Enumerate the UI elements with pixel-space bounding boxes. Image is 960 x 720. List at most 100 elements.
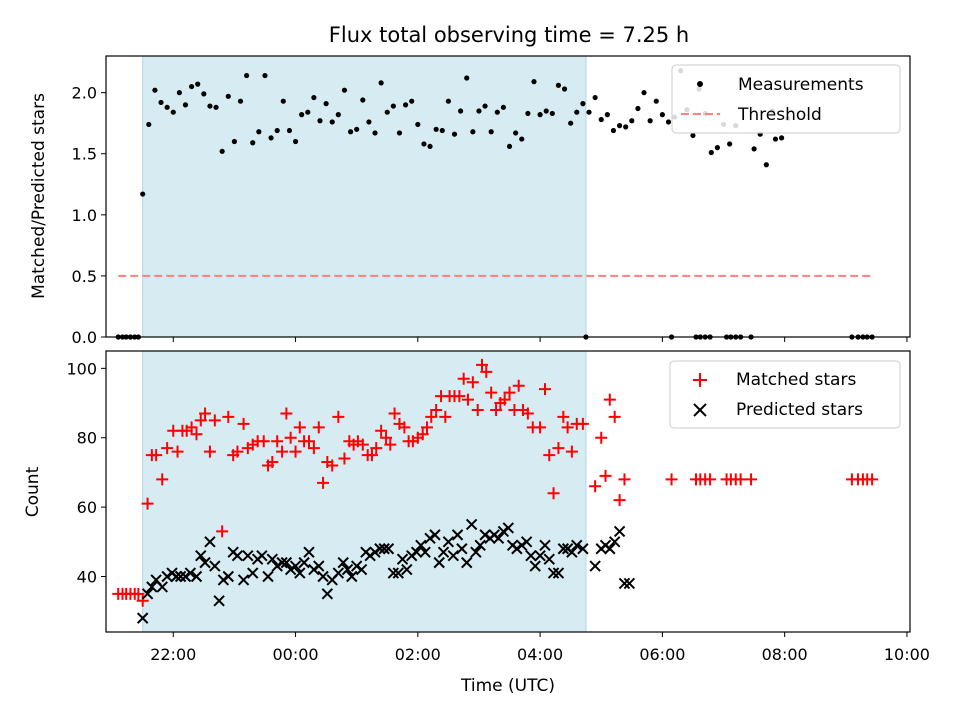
matched-star-point [866,473,879,486]
predicted-star-point [613,525,626,538]
measurement-point [268,135,274,141]
measurement-point [647,118,653,124]
measurement-point [323,101,329,107]
matched-star-point [457,372,470,385]
measurement-point [727,141,733,147]
matched-star-point [512,379,525,392]
measurement-point [292,138,299,145]
y-tick-label: 60 [77,498,97,517]
matched-star-point [317,476,330,489]
predicted-star-point [156,581,168,593]
matched-star-point [704,473,717,486]
matched-star-point [490,403,503,416]
predicted-star-point [470,546,482,558]
predicted-star-point [557,543,570,555]
measurement-point [182,102,189,108]
matched-star-point [425,410,438,423]
top-panel-x-ticks [172,337,908,342]
measurement-point [335,112,341,118]
predicted-star-point [552,567,565,579]
top-observing-window [142,55,587,338]
measurement-point [623,124,629,130]
predicted-star-point [547,567,560,579]
matched-star-point [276,445,289,458]
predicted-star-point [298,556,310,569]
predicted-star-point [204,536,216,548]
matched-star-point [461,393,474,406]
measurement-point [555,82,562,88]
matched-stars-legend-marker [693,373,707,387]
matched-star-point [312,421,325,434]
matched-star-point [307,442,320,455]
predicted-star-point [146,581,158,593]
matched-star-point [608,410,621,423]
matched-star-point [618,473,631,486]
predicted-star-point [534,549,546,562]
bottom-legend: Matched stars Predicted stars [669,360,901,429]
measurement-point [299,112,305,118]
predicted-star-point [364,549,376,562]
y-tick-label: 0.5 [72,267,97,286]
predicted-star-point [451,529,464,541]
predicted-star-point [442,536,455,548]
measurement-point [384,109,390,115]
matched-star-point [203,445,216,458]
predicted-star-point [374,543,386,555]
top-panel-y-label: Matched/Predicted stars [29,93,49,299]
predicted-star-point [437,546,450,558]
predicted-star-point [213,595,225,607]
matched-star-point [466,376,479,389]
measurement-point [543,108,549,114]
matched-star-point [665,473,678,486]
measurement-point [464,75,470,81]
measurement-point [598,116,604,123]
matched-star-point [141,497,154,510]
measurement-point [256,129,262,135]
predicted-star-point [195,549,207,562]
measurement-point [225,93,231,99]
predicted-star-point [199,556,211,569]
measurement-point [402,102,409,108]
matched-star-point [199,407,212,420]
measurement-point [219,148,225,154]
matched-star-point [420,421,433,434]
measurement-point [494,109,500,115]
predicted-star-point [429,529,441,541]
measurement-point [415,121,421,128]
matched-star-point [552,442,565,455]
y-tick-label: 100 [66,359,97,378]
x-tick-label: 22:00 [150,645,196,664]
x-tick-label: 04:00 [517,645,563,664]
matched-star-point [375,424,388,437]
predicted-star-point [289,560,302,572]
x-tick-label: 08:00 [762,645,808,664]
measurements-legend-marker [697,81,703,87]
predicted-star-point [209,560,221,572]
measurement-point [152,87,158,93]
matched-star-point [190,428,203,441]
measurement-point [421,141,427,147]
measurement-point [280,98,286,104]
measurement-point [482,103,488,109]
matched-star-point [136,594,149,607]
measurement-point [237,98,244,104]
predicted-star-point [618,577,631,590]
measurement-point [439,127,445,134]
matched-star-point [161,442,174,455]
predicted-stars-legend-label: Predicted stars [736,400,863,420]
top-legend: Measurements Threshold [671,64,901,134]
measurement-point [140,191,146,197]
predicted-star-point [382,543,395,555]
measurement-point [751,146,757,152]
matched-star-point [338,452,351,465]
matched-star-point [289,445,302,458]
measurement-point [366,119,372,125]
predicted-star-point [284,563,297,576]
y-tick-label: 40 [77,567,97,586]
predicted-star-point [369,546,381,558]
measurement-point [537,112,543,118]
predicted-star-point [479,529,491,541]
predicted-star-point [308,563,320,576]
measurement-point [574,109,580,115]
measurement-point [500,104,507,110]
